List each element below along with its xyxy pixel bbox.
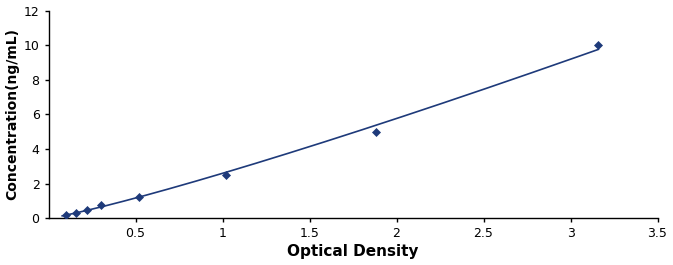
X-axis label: Optical Density: Optical Density xyxy=(287,244,419,259)
Y-axis label: Concentration(ng/mL): Concentration(ng/mL) xyxy=(5,28,20,200)
